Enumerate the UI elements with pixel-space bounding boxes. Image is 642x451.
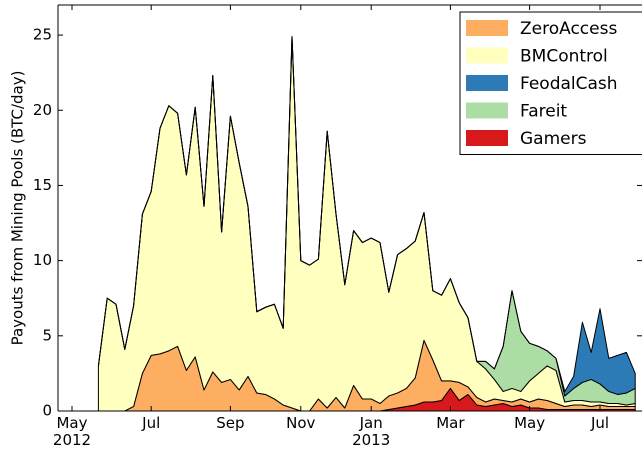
- legend-swatch: [466, 130, 508, 146]
- legend-swatch: [466, 75, 508, 91]
- y-tick-label: 5: [42, 326, 52, 344]
- legend-label: FeodalCash: [520, 74, 618, 94]
- x-tick-label: Nov: [286, 414, 315, 432]
- legend-label: BMControl: [520, 47, 608, 67]
- x-tick-label: Jul: [590, 414, 609, 432]
- legend-label: ZeroAccess: [520, 19, 617, 39]
- y-axis-label: Payouts from Mining Pools (BTC/day): [9, 71, 27, 346]
- x-tick-label: Sep: [216, 414, 244, 432]
- legend-label: Fareit: [520, 102, 567, 122]
- legend: ZeroAccess BMControl FeodalCash Fareit Gamer…: [459, 11, 642, 155]
- y-tick-label: 10: [33, 251, 52, 269]
- x-tick-label: Jan 2013: [352, 414, 390, 449]
- y-tick-label: 25: [33, 26, 52, 44]
- legend-swatch: [466, 47, 508, 64]
- x-tick-label: Mar: [436, 414, 465, 432]
- x-tick-label: May: [514, 414, 545, 432]
- y-tick-label: 0: [42, 402, 52, 420]
- legend-label: Gamers: [520, 129, 587, 149]
- area: [97, 36, 636, 397]
- y-tick-label: 20: [33, 101, 52, 119]
- x-tick-label: Jul: [141, 414, 160, 432]
- y-tick-label: 15: [33, 176, 52, 194]
- legend-swatch: [466, 20, 508, 36]
- x-tick-label: May 2012: [53, 414, 91, 449]
- legend-swatch: [466, 102, 508, 119]
